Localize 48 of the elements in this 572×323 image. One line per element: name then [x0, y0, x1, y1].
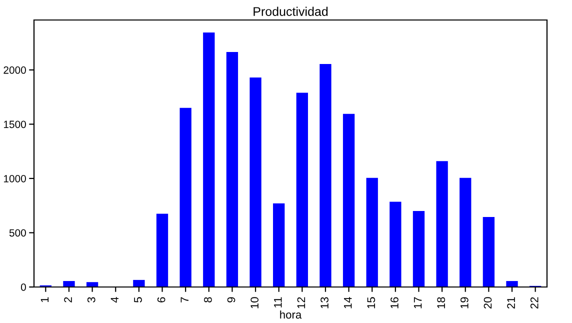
- x-tick-label: 17: [414, 297, 422, 308]
- x-tick-label: 19: [460, 297, 468, 308]
- x-tick-label: 4: [110, 297, 118, 303]
- bar: [250, 78, 262, 287]
- y-tick-label: 1500: [4, 120, 26, 128]
- bar: [86, 282, 98, 287]
- x-axis-title: hora: [280, 310, 302, 319]
- y-tick-label: 1000: [4, 174, 26, 182]
- bar: [460, 178, 472, 287]
- bar: [156, 214, 168, 287]
- x-tick-label: 1: [40, 297, 49, 302]
- bar: [342, 114, 355, 287]
- bar: [390, 202, 402, 287]
- bar: [296, 92, 308, 287]
- bar: [273, 203, 285, 287]
- bar: [63, 281, 75, 287]
- bar: [226, 52, 238, 287]
- x-tick-label: 18: [437, 297, 446, 308]
- x-tick-label: 6: [157, 297, 166, 302]
- bar: [180, 108, 192, 287]
- x-tick-label: 2: [64, 297, 72, 302]
- y-tick-label: 2000: [4, 66, 26, 74]
- bar: [482, 216, 495, 287]
- x-tick-label: 22: [530, 297, 538, 309]
- x-tick-label: 7: [180, 297, 188, 302]
- y-tick-label: 500: [9, 229, 26, 237]
- bar: [133, 280, 145, 287]
- chart-title: Productividad: [254, 6, 328, 16]
- x-tick-label: 12: [297, 297, 306, 308]
- bar: [203, 32, 215, 287]
- x-tick-label: 21: [507, 297, 515, 309]
- x-tick-label: 8: [204, 297, 212, 302]
- x-tick-label: 20: [484, 297, 492, 309]
- bar: [436, 161, 448, 287]
- x-tick-label: 14: [344, 297, 352, 308]
- x-tick-label: 16: [390, 297, 398, 308]
- x-tick-label: 5: [134, 297, 142, 302]
- x-tick-label: 9: [227, 297, 236, 302]
- bar: [320, 64, 332, 287]
- x-tick-label: 15: [367, 297, 376, 308]
- bar: [506, 281, 518, 287]
- bar: [412, 211, 425, 287]
- x-tick-label: 13: [320, 297, 328, 308]
- x-tick-label: 10: [250, 297, 259, 308]
- x-tick-label: 3: [87, 297, 96, 302]
- y-tick-label: 0: [20, 284, 26, 291]
- x-tick-label: 11: [274, 297, 282, 308]
- bar: [366, 178, 378, 287]
